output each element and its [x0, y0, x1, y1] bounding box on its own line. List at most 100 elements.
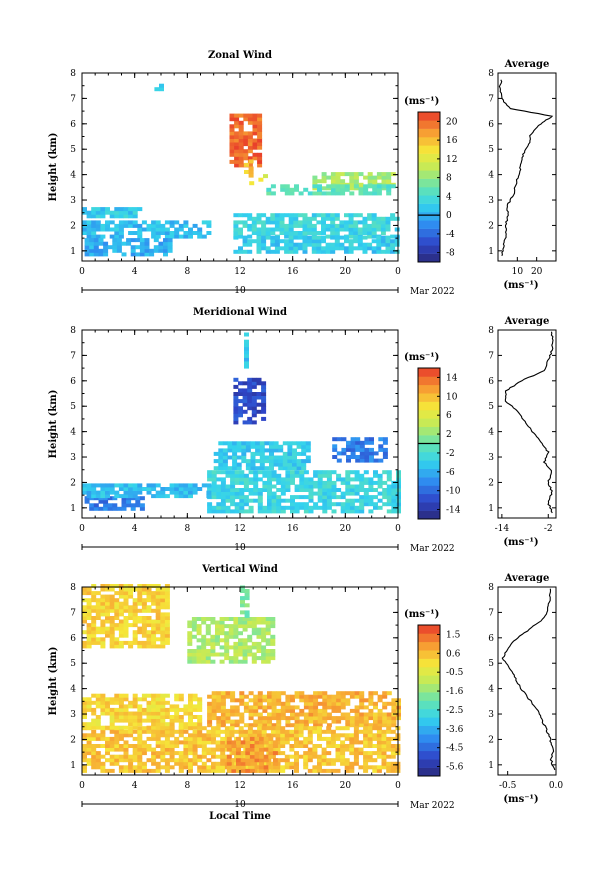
data-cell [263, 754, 269, 759]
data-cell [349, 175, 355, 180]
data-cell [317, 484, 323, 489]
data-cell [146, 718, 152, 723]
data-cell [243, 131, 249, 136]
average-y-tick-label: 7 [488, 94, 494, 104]
data-cell [359, 480, 365, 485]
data-cell [220, 747, 226, 752]
data-cell [225, 712, 231, 717]
data-cell [234, 488, 240, 492]
heatmap-cells [82, 83, 400, 257]
data-cell [225, 716, 231, 721]
data-cell [368, 723, 374, 728]
data-cell [151, 637, 157, 642]
data-cell [322, 691, 328, 696]
data-cell [355, 437, 361, 442]
data-cell [251, 377, 257, 382]
data-cell [155, 733, 161, 738]
data-cell [95, 598, 101, 603]
data-cell [82, 700, 87, 705]
data-cell [307, 747, 313, 752]
data-cell [264, 448, 270, 453]
data-cell [386, 473, 392, 478]
data-cell [251, 645, 257, 650]
data-cell [164, 736, 170, 741]
data-cell [160, 616, 166, 620]
data-cell [332, 437, 338, 442]
data-cell [261, 634, 267, 639]
data-cell [380, 249, 386, 254]
data-cell [234, 117, 240, 122]
data-cell [188, 711, 193, 716]
data-cell [121, 506, 127, 511]
data-cell [228, 627, 234, 632]
data-cell [377, 477, 383, 482]
data-cell [196, 624, 202, 629]
data-cell [303, 470, 309, 475]
data-cell [139, 496, 145, 501]
data-cell [316, 249, 322, 254]
y-tick-label: 8 [70, 326, 76, 336]
data-cell [335, 736, 341, 741]
data-cell [188, 700, 193, 705]
data-cell [151, 608, 157, 613]
data-cell [160, 487, 166, 491]
data-cell [123, 490, 129, 495]
data-cell [353, 184, 359, 189]
data-cell [345, 502, 351, 507]
average-y-tick-label: 8 [488, 583, 494, 593]
data-cell [91, 594, 97, 599]
data-cell [183, 751, 189, 756]
colorbar-segment [418, 409, 440, 419]
data-cell [130, 496, 136, 501]
data-cell [132, 220, 138, 225]
data-cell [160, 494, 166, 499]
data-cell [226, 736, 232, 741]
data-cell [233, 402, 239, 407]
data-cell [271, 705, 277, 710]
data-cell [228, 659, 234, 664]
data-cell [155, 768, 161, 773]
data-cell [301, 462, 307, 467]
data-cell [284, 234, 290, 239]
data-cell [229, 127, 235, 132]
data-cell [151, 693, 157, 698]
data-cell [386, 691, 392, 696]
data-cell [132, 231, 138, 235]
data-cell [299, 698, 305, 703]
data-cell [317, 505, 323, 510]
data-cell [285, 477, 291, 482]
data-cell [330, 249, 336, 254]
data-cell [201, 659, 207, 664]
data-cell [118, 765, 124, 770]
data-cell [146, 630, 152, 635]
data-cell [380, 239, 386, 244]
data-cell [256, 409, 262, 414]
data-cell [98, 496, 104, 501]
data-cell [280, 736, 286, 741]
data-cell [151, 640, 157, 645]
data-cell [160, 640, 166, 645]
data-cell [245, 758, 251, 763]
data-cell [225, 719, 231, 724]
data-cell [302, 216, 308, 221]
data-cell [247, 726, 253, 731]
data-cell [261, 242, 267, 247]
data-cell [265, 246, 271, 251]
data-cell [183, 744, 189, 748]
colorbar-segment [418, 393, 440, 402]
data-cell [247, 733, 253, 738]
data-cell [86, 751, 92, 756]
average-profile-line [498, 79, 554, 257]
data-cell [349, 498, 355, 503]
data-cell [174, 740, 180, 745]
data-cell [114, 214, 120, 219]
data-cell [239, 491, 245, 496]
data-cell [164, 707, 170, 712]
data-cell [330, 740, 336, 745]
data-cell [233, 384, 239, 389]
data-cell [86, 747, 92, 752]
x-tick-label: 0 [79, 781, 85, 791]
data-cell [288, 223, 294, 228]
data-cell [252, 733, 258, 738]
data-cell [334, 227, 340, 232]
